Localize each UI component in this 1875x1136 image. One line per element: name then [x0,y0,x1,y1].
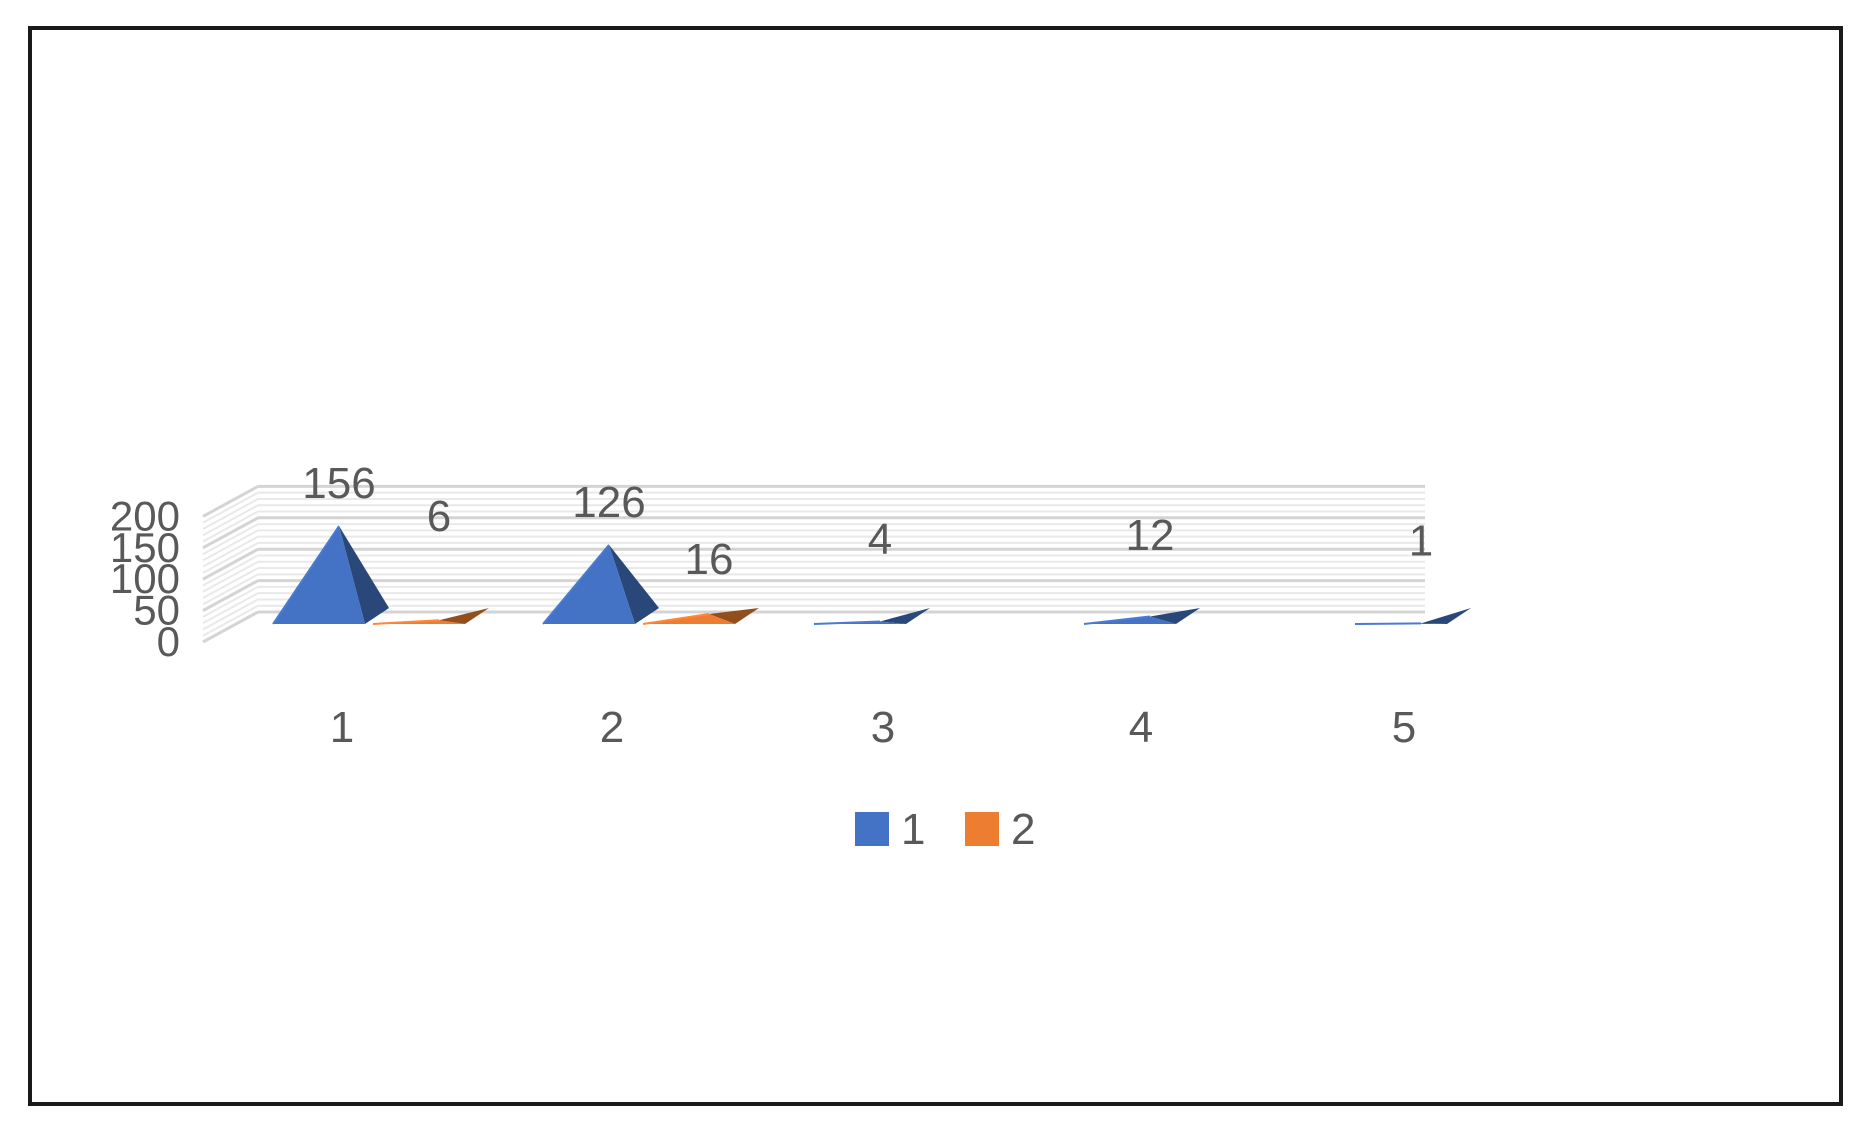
pyramid-series-1-cat-1 [272,525,389,625]
pyramid-edge [272,525,340,625]
pyramid-side-face [609,544,659,624]
pyramid-edge [542,544,610,625]
pyramid-edge [642,612,710,625]
pyramid-edge [1354,622,1422,625]
side-gridline [202,516,259,550]
pyramid-side-face [439,608,489,624]
side-gridline [202,510,259,543]
pyramid-series-1-cat-3 [813,608,930,625]
side-gridline [202,592,259,625]
y-tick-label: 50 [133,587,180,634]
x-tick-label: 2 [600,703,624,752]
legend-swatch [855,812,889,846]
x-tick-label: 1 [330,703,354,752]
legend-item-2: 2 [965,805,1035,854]
side-gridline [202,554,259,587]
pyramid-edge [1083,615,1151,625]
pyramid-marks [272,525,1471,625]
side-gridline [202,586,259,618]
side-gridline [202,598,259,631]
pyramid-edge [813,620,881,625]
pyramid-front-face [273,526,365,624]
side-gridline [202,573,259,606]
pyramid-side-face [1150,608,1200,624]
pyramid-series-2-cat-2 [642,608,759,625]
legend-swatch [965,812,999,846]
y-tick-label: 0 [157,618,180,665]
x-tick-label: 4 [1129,703,1153,752]
x-tick-label: 3 [871,703,895,752]
side-gridline [202,535,259,568]
pyramid-edge [372,619,440,625]
pyramid-side-face [880,608,930,624]
side-gridline [202,547,259,581]
side-gridline [202,523,259,555]
x-tick-label: 5 [1392,703,1416,752]
legend-item-1: 1 [855,805,925,854]
pyramid-side-face [339,526,389,624]
side-gridline [202,560,259,593]
data-label: 1 [1409,516,1433,565]
side-gridline [202,542,259,574]
gridlines [202,484,1425,644]
y-tick-label: 100 [110,555,180,602]
side-gridline [202,567,259,599]
side-gridline [202,504,259,537]
data-label: 156 [302,459,375,508]
side-gridline [202,529,259,562]
data-labels: 156 6 126 16 4 12 1 [302,459,1433,584]
side-gridline [202,604,259,637]
side-gridline [202,579,259,612]
pyramid-side-face [709,608,759,624]
side-gridline [202,610,259,644]
data-label: 12 [1126,511,1175,560]
side-gridline [202,491,259,524]
pyramid-series-1-cat-5 [1354,608,1471,625]
data-label: 6 [427,492,451,541]
legend-label: 1 [901,805,925,854]
pyramid-series-1-cat-2 [542,544,659,625]
data-label: 4 [868,515,892,564]
pyramid-series-2-cat-1 [372,608,489,625]
data-label: 16 [685,535,734,584]
y-tick-label: 150 [110,524,180,571]
side-gridline [202,485,259,518]
legend-label: 2 [1011,805,1035,854]
pyramid-series-1-cat-4 [1083,608,1200,625]
data-label: 126 [572,478,645,527]
pyramid-side-face [1421,608,1471,624]
side-gridline [202,498,259,530]
x-axis-ticks: 1 2 3 4 5 [330,703,1416,752]
pyramid-front-face [543,544,635,624]
y-tick-label: 200 [110,492,180,539]
